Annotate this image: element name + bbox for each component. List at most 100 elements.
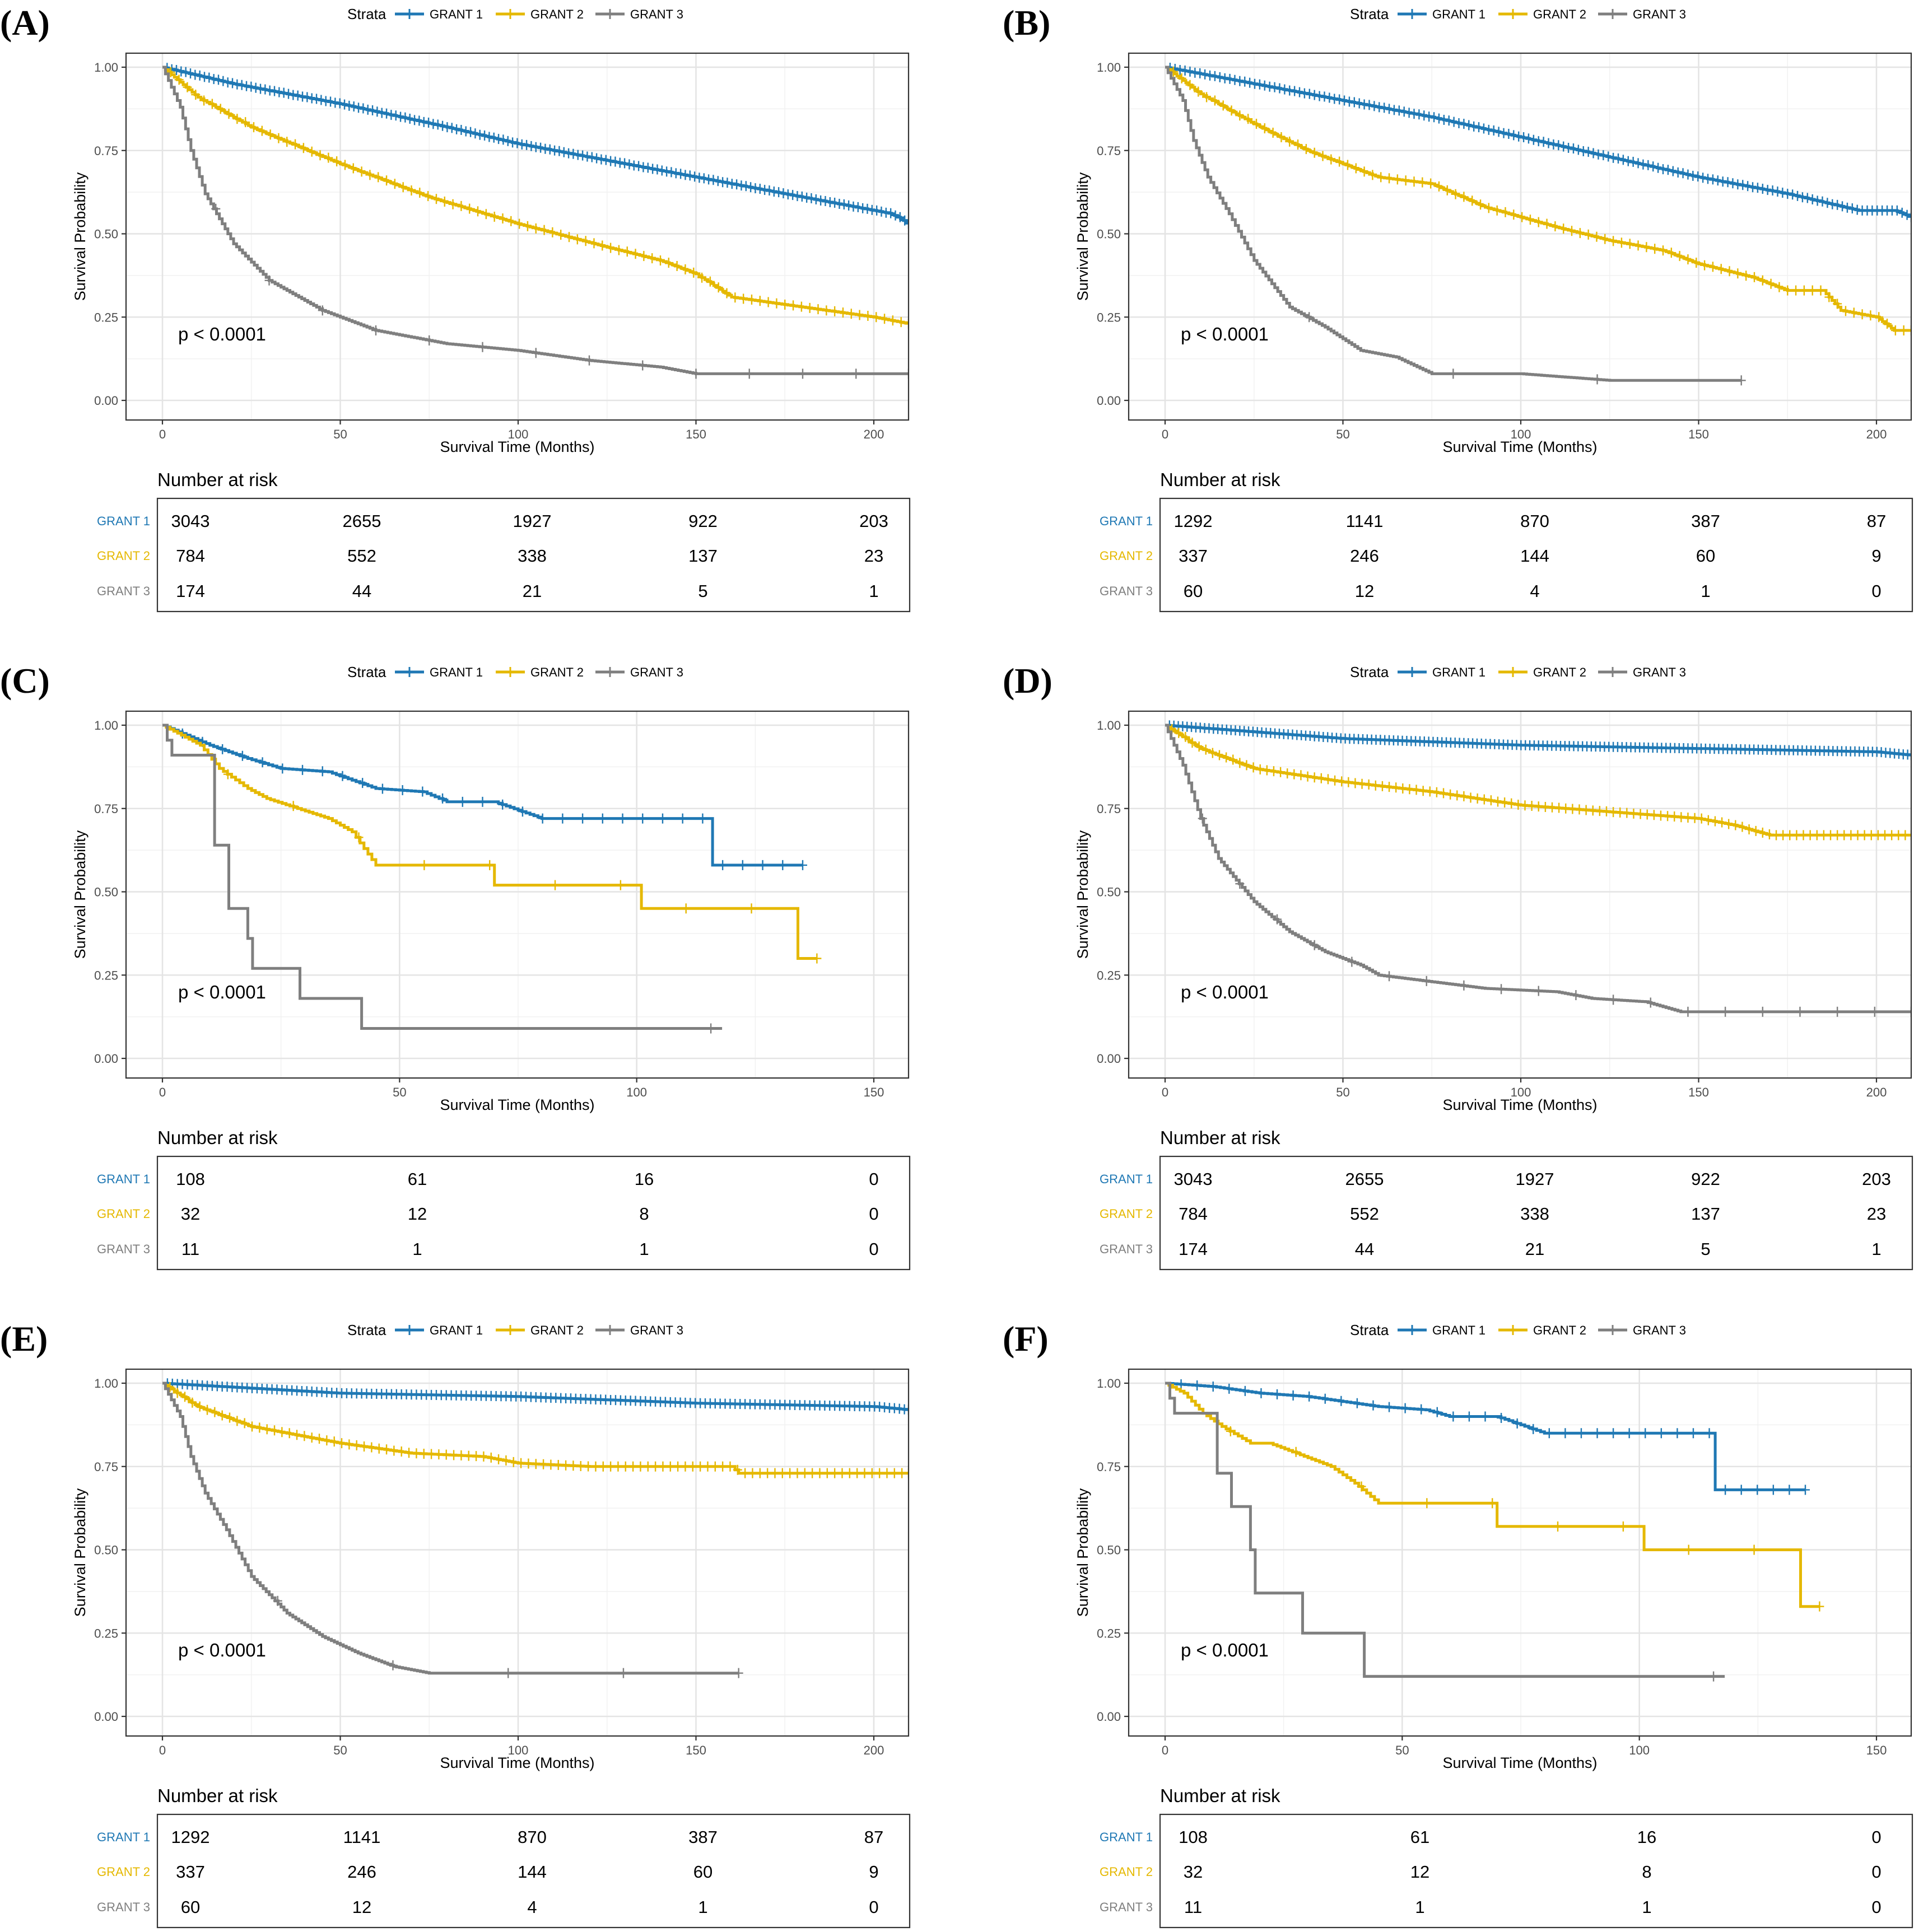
censor-mark bbox=[425, 335, 434, 346]
censor-mark bbox=[1902, 209, 1911, 220]
censor-mark bbox=[1609, 1428, 1618, 1439]
curves bbox=[1165, 1379, 1824, 1682]
risk-cell: 23 bbox=[1867, 1204, 1886, 1224]
censor-mark bbox=[388, 1660, 398, 1670]
censor-mark bbox=[1337, 776, 1347, 787]
censor-mark bbox=[561, 1460, 571, 1471]
censor-mark bbox=[793, 1468, 802, 1478]
censor-mark bbox=[365, 170, 375, 180]
censor-mark bbox=[1697, 813, 1706, 824]
censor-mark bbox=[1468, 195, 1477, 206]
y-tick-label: 1.00 bbox=[94, 60, 118, 74]
risk-cell: 11 bbox=[181, 1239, 199, 1259]
censor-mark bbox=[358, 778, 367, 788]
risk-cell: 108 bbox=[176, 1169, 205, 1189]
legend-label: GRANT 1 bbox=[430, 665, 483, 679]
censor-mark bbox=[744, 368, 754, 379]
censor-mark bbox=[1459, 192, 1469, 202]
legend-item: GRANT 2 bbox=[1498, 7, 1586, 21]
censor-mark bbox=[1668, 166, 1678, 176]
censor-mark bbox=[1525, 214, 1535, 225]
censor-mark bbox=[1244, 114, 1253, 124]
censor-mark bbox=[1529, 1424, 1538, 1434]
censor-mark bbox=[307, 146, 316, 157]
risk-row-label: GRANT 1 bbox=[97, 1830, 150, 1844]
censor-mark bbox=[318, 305, 327, 316]
censor-mark bbox=[461, 126, 471, 137]
censor-mark bbox=[697, 272, 707, 283]
risk-cell: 338 bbox=[1520, 1204, 1549, 1224]
risk-cell: 1927 bbox=[1516, 1169, 1554, 1189]
censor-mark bbox=[1227, 105, 1236, 116]
censor-mark bbox=[1268, 128, 1278, 138]
risk-cell: 0 bbox=[1871, 581, 1881, 601]
p-value: p < 0.0001 bbox=[1181, 1640, 1269, 1660]
censor-mark bbox=[691, 368, 701, 379]
censor-mark bbox=[1187, 738, 1197, 748]
risk-cell: 2655 bbox=[343, 511, 381, 531]
censor-mark bbox=[755, 184, 765, 194]
censor-mark bbox=[214, 74, 223, 85]
risk-cell: 338 bbox=[518, 546, 547, 566]
censor-mark bbox=[1907, 750, 1911, 760]
censor-mark bbox=[1693, 171, 1703, 182]
y-tick-label: 0.50 bbox=[1097, 885, 1121, 899]
censor-mark bbox=[681, 903, 691, 914]
censor-mark bbox=[1256, 1388, 1266, 1398]
x-tick-label: 0 bbox=[159, 1085, 166, 1099]
censor-mark bbox=[1479, 794, 1489, 805]
risk-table-frame bbox=[156, 1155, 911, 1271]
risk-row-label: GRANT 1 bbox=[97, 1172, 150, 1186]
y-tick-label: 1.00 bbox=[94, 718, 118, 732]
risk-cell: 4 bbox=[1530, 581, 1539, 601]
censor-mark bbox=[772, 298, 781, 309]
censor-mark bbox=[830, 1468, 840, 1478]
censor-mark bbox=[1432, 787, 1441, 797]
censor-mark bbox=[1270, 82, 1279, 92]
censor-mark bbox=[1230, 74, 1240, 85]
x-tick-label: 0 bbox=[1162, 1743, 1168, 1757]
censor-mark bbox=[1573, 144, 1583, 155]
censor-mark bbox=[581, 236, 590, 246]
censor-mark bbox=[302, 92, 312, 102]
censor-mark bbox=[1305, 1391, 1314, 1402]
x-tick-label: 150 bbox=[686, 427, 706, 441]
grid bbox=[126, 1369, 909, 1736]
censor-mark bbox=[1393, 174, 1402, 185]
risk-cell: 1 bbox=[869, 581, 878, 601]
censor-mark bbox=[837, 1468, 847, 1478]
censor-mark bbox=[1275, 83, 1284, 94]
censor-mark bbox=[1624, 1428, 1634, 1439]
risk-cell: 5 bbox=[1701, 1239, 1710, 1259]
censor-mark bbox=[625, 159, 634, 170]
censor-mark bbox=[515, 218, 524, 229]
censor-mark bbox=[1376, 172, 1386, 183]
censor-mark bbox=[1731, 820, 1740, 830]
censor-mark bbox=[1449, 368, 1458, 379]
censor-mark bbox=[523, 221, 532, 231]
censor-mark bbox=[1723, 177, 1733, 188]
censor-mark bbox=[207, 99, 217, 109]
censor-mark bbox=[622, 246, 632, 257]
risk-cell: 0 bbox=[1871, 1862, 1881, 1882]
censor-mark bbox=[748, 1468, 757, 1478]
censor-mark bbox=[481, 209, 491, 220]
censor-mark bbox=[166, 67, 175, 77]
censor-mark bbox=[1721, 1006, 1730, 1017]
y-axis-label: Survival Probability bbox=[1074, 172, 1091, 301]
censor-mark bbox=[1815, 1601, 1824, 1612]
censor-mark bbox=[618, 1668, 628, 1678]
censor-mark bbox=[1325, 92, 1334, 103]
y-tick-label: 0.75 bbox=[94, 1460, 118, 1474]
censor-mark bbox=[1766, 278, 1776, 289]
censor-mark bbox=[722, 288, 732, 298]
panel-label: (C) bbox=[0, 661, 50, 701]
x-tick-label: 0 bbox=[159, 1743, 166, 1757]
censor-mark bbox=[1708, 262, 1717, 272]
censor-mark bbox=[407, 185, 416, 196]
censor-mark bbox=[1385, 971, 1394, 982]
survival-curve-3 bbox=[162, 66, 909, 375]
censor-mark bbox=[741, 181, 751, 192]
